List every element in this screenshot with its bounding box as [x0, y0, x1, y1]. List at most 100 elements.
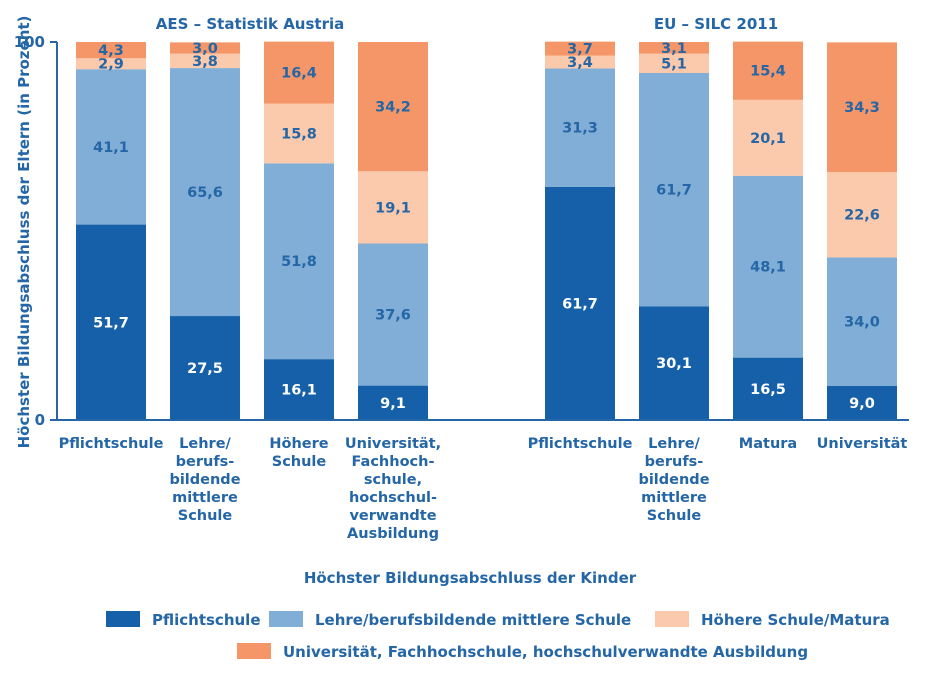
data-label-lehre: 61,7 [656, 183, 692, 199]
data-label-pflichtschule: 9,1 [380, 396, 406, 412]
panel-title-aes: AES – Statistik Austria [156, 15, 345, 33]
category-label-line: Lehre/ [179, 436, 231, 452]
data-label-uni: 34,3 [844, 100, 880, 116]
legend-label-hoehere: Höhere Schule/Matura [701, 611, 890, 629]
data-label-hoehere: 15,8 [281, 126, 317, 142]
category-label-line: verwandte [349, 508, 436, 524]
bar-segment-lehre [76, 69, 146, 225]
category-label-line: Schule [647, 508, 702, 524]
category-label: Universität [817, 436, 908, 452]
bar-segment-pflichtschule [264, 359, 334, 420]
category-label-line: schule, [364, 472, 422, 488]
data-label-hoehere: 3,8 [192, 54, 218, 70]
data-label-lehre: 65,6 [187, 185, 223, 201]
category-label-line: Ausbildung [347, 526, 439, 542]
data-label-lehre: 41,1 [93, 140, 129, 156]
bar-segment-lehre [264, 163, 334, 360]
bar-segment-pflichtschule [170, 316, 240, 420]
bar-segment-uni [264, 41, 334, 104]
category-label: Pflichtschule [528, 436, 633, 452]
category-label-line: Universität, [345, 436, 441, 452]
category-label: Universität, Fachhoch-schule, hochschul-ve… [345, 436, 441, 542]
category-label-line: Pflichtschule [528, 436, 633, 452]
bar-segment-lehre [358, 243, 428, 386]
data-label-uni: 3,7 [567, 42, 593, 58]
panel-title-eu-silc: EU – SILC 2011 [654, 15, 778, 33]
bar-segment-lehre [827, 257, 897, 386]
bar-segment-pflichtschule [827, 385, 897, 420]
bar-segment-pflichtschule [76, 224, 146, 420]
category-label-line: Universität [817, 436, 908, 452]
category-label: Matura [739, 436, 797, 452]
data-label-pflichtschule: 16,5 [750, 382, 786, 398]
y-axis-label: Höchster Bildungsabschluss der Eltern (i… [15, 16, 33, 449]
category-label-line: hochschul- [349, 490, 437, 506]
bar-segment-lehre [545, 68, 615, 187]
bar-segment-uni [76, 42, 146, 59]
data-label-pflichtschule: 51,7 [93, 315, 129, 331]
category-label-line: Fachhoch- [352, 454, 435, 470]
legend-label-lehre: Lehre/berufsbildende mittlere Schule [315, 611, 631, 629]
category-label-line: bildende [169, 472, 240, 488]
data-label-uni: 16,4 [281, 66, 317, 82]
category-label-line: Schule [272, 454, 327, 470]
legend-swatch-uni [237, 643, 271, 659]
bar-segment-hoehere [733, 99, 803, 176]
category-label-line: berufs- [645, 454, 704, 470]
data-label-hoehere: 20,1 [750, 131, 786, 147]
data-label-lehre: 37,6 [375, 308, 411, 324]
data-label-hoehere: 19,1 [375, 200, 411, 216]
bar-segment-hoehere [76, 58, 146, 70]
legend-label-pflichtschule: Pflichtschule [152, 611, 261, 629]
bar-segment-hoehere [827, 172, 897, 258]
legend-label-uni: Universität, Fachhochschule, hochschulve… [283, 643, 808, 661]
category-label: Lehre/berufs-bildende mittlere Schule [638, 436, 709, 524]
bar-segment-lehre [170, 68, 240, 317]
category-label: Lehre/berufs-bildende mittlere Schule [169, 436, 240, 524]
data-label-lehre: 31,3 [562, 121, 598, 137]
bar-segment-uni [639, 42, 709, 54]
category-label-line: mittlere [641, 490, 707, 506]
axes-layer: 100 0 [14, 33, 909, 429]
category-labels: Pflichtschule Lehre/berufs-bildende mittle… [59, 436, 908, 542]
data-label-lehre: 34,0 [844, 315, 880, 331]
bar-segment-uni [358, 42, 428, 172]
category-label-line: Matura [739, 436, 797, 452]
bar-segment-lehre [733, 175, 803, 358]
data-label-lehre: 48,1 [750, 260, 786, 276]
bar-segment-uni [170, 42, 240, 54]
category-label: Pflichtschule [59, 436, 164, 452]
y-tick-label-0: 0 [35, 411, 45, 429]
data-label-uni: 3,0 [192, 41, 218, 57]
category-label-line: berufs- [176, 454, 235, 470]
data-label-pflichtschule: 30,1 [656, 356, 692, 372]
bar-segment-hoehere [639, 53, 709, 73]
data-label-hoehere: 5,1 [661, 56, 687, 72]
bar-segment-hoehere [170, 53, 240, 69]
data-label-hoehere: 3,4 [567, 55, 593, 71]
category-label-line: bildende [638, 472, 709, 488]
bar-segment-uni [545, 41, 615, 56]
category-label-line: mittlere [172, 490, 238, 506]
bar-segment-pflichtschule [733, 357, 803, 420]
bar-segment-pflichtschule [639, 306, 709, 420]
bar-segment-pflichtschule [358, 385, 428, 420]
bar-segment-uni [733, 41, 803, 100]
bar-segment-hoehere [358, 171, 428, 244]
legend-swatch-hoehere [655, 611, 689, 627]
x-axis-label: Höchster Bildungsabschluss der Kinder [304, 569, 637, 587]
category-label-line: Höhere [269, 436, 328, 452]
data-label-hoehere: 2,9 [98, 57, 124, 73]
data-label-lehre: 51,8 [281, 254, 317, 270]
bar-segment-lehre [639, 72, 709, 307]
bar-segment-hoehere [264, 103, 334, 164]
data-label-pflichtschule: 61,7 [562, 296, 598, 312]
category-label-line: Lehre/ [648, 436, 700, 452]
category-label: Höhere Schule [269, 436, 328, 470]
legend: Pflichtschule Lehre/berufsbildende mittl… [106, 611, 890, 661]
data-label-pflichtschule: 9,0 [849, 396, 875, 412]
data-label-pflichtschule: 27,5 [187, 361, 223, 377]
data-label-hoehere: 22,6 [844, 208, 880, 224]
category-label-line: Schule [178, 508, 233, 524]
